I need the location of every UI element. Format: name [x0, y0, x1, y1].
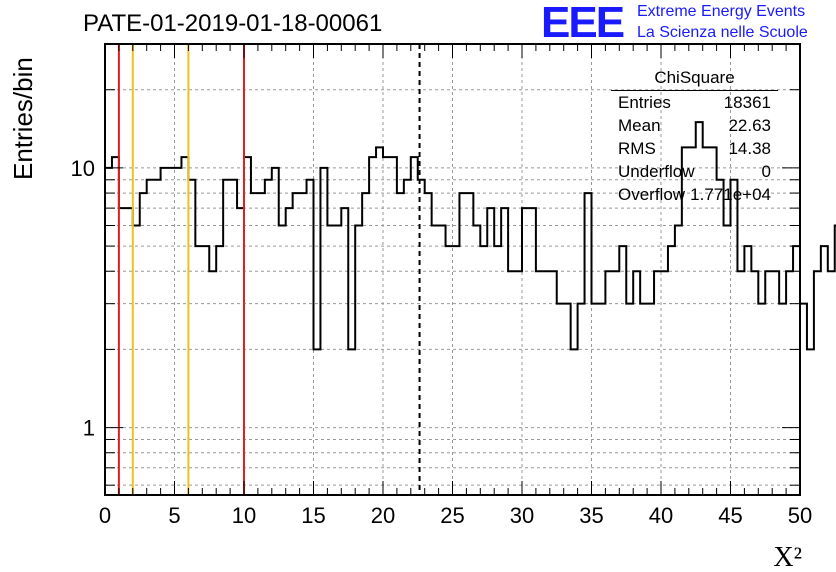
stats-value: 22.63	[728, 116, 771, 135]
eee-logo: EEE	[541, 0, 625, 47]
stats-key: Underflow	[618, 162, 695, 181]
y-tick-label: 10	[71, 156, 95, 181]
x-tick-label: 40	[649, 503, 673, 528]
stats-key: Overflow	[618, 185, 686, 204]
stats-box: ChiSquare Entries 18361 Mean 22.63 RMS 1…	[611, 66, 778, 208]
stats-key: Mean	[618, 116, 661, 135]
logo-line-1: Extreme Energy Events	[637, 3, 806, 20]
stats-row-underflow: Underflow 0	[618, 162, 771, 185]
x-tick-label: 20	[371, 503, 395, 528]
chart-title: PATE-01-2019-01-18-00061	[83, 10, 383, 37]
x-axis-label: X²	[773, 542, 802, 572]
stats-key: Entries	[618, 93, 671, 112]
stats-value: 18361	[723, 93, 771, 112]
x-tick-label: 35	[579, 503, 603, 528]
y-axis-label: Entries/bin	[8, 57, 38, 180]
stats-title: ChiSquare	[654, 68, 735, 87]
x-tick-label: 10	[232, 503, 256, 528]
stats-value: 14.38	[728, 139, 771, 158]
stats-row-entries: Entries 18361	[618, 93, 771, 116]
stats-value: 1.771e+04	[690, 185, 771, 204]
stats-row-rms: RMS 14.38	[618, 139, 771, 162]
stats-value: 0	[761, 162, 771, 181]
x-tick-label: 0	[99, 503, 111, 528]
stats-row-overflow: Overflow 1.771e+04	[618, 185, 771, 208]
x-tick-label: 15	[301, 503, 325, 528]
histogram-series	[105, 121, 836, 351]
y-tick-label: 1	[83, 416, 95, 441]
x-tick-label: 5	[168, 503, 180, 528]
stats-key: RMS	[618, 139, 656, 158]
stats-row-mean: Mean 22.63	[618, 116, 771, 139]
x-tick-label: 25	[440, 503, 464, 528]
x-tick-label: 45	[718, 503, 742, 528]
x-tick-label: 30	[510, 503, 534, 528]
logo-line-2: La Scienza nelle Scuole	[637, 24, 808, 41]
x-tick-label: 50	[788, 503, 812, 528]
stats-divider	[611, 90, 778, 91]
